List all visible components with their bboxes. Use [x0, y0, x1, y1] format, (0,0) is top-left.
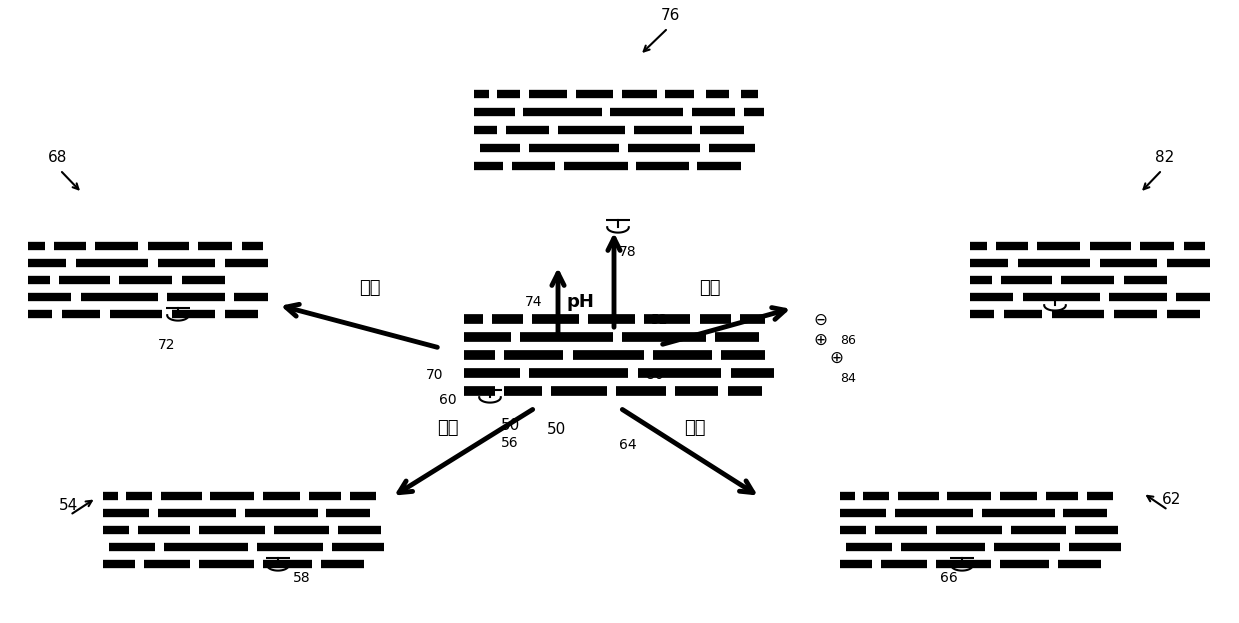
Text: 64: 64: [620, 438, 637, 452]
Text: 80: 80: [647, 368, 664, 382]
Text: 54: 54: [58, 498, 78, 513]
Text: ⊖: ⊖: [813, 311, 826, 329]
Text: 溶剂: 溶剂: [437, 419, 458, 437]
Text: 50: 50: [546, 422, 566, 437]
Text: 58: 58: [294, 571, 311, 585]
Text: 70: 70: [426, 368, 444, 382]
Text: 78: 78: [620, 245, 637, 259]
Text: pH: pH: [566, 293, 593, 311]
Text: 62: 62: [1162, 493, 1182, 508]
Text: 56: 56: [502, 436, 519, 450]
Text: 温度: 温度: [684, 419, 706, 437]
Text: 52: 52: [652, 313, 669, 327]
Text: 离子: 离子: [699, 279, 721, 297]
Text: 84: 84: [840, 371, 856, 384]
Text: 试剂: 试剂: [359, 279, 380, 297]
Text: 76: 76: [660, 7, 680, 22]
Text: 68: 68: [48, 150, 68, 164]
Text: ⊕: ⊕: [813, 331, 826, 349]
Text: 66: 66: [940, 571, 958, 585]
Text: 86: 86: [840, 333, 856, 346]
Text: 72: 72: [159, 338, 176, 352]
Text: ⊕: ⊕: [829, 349, 843, 367]
Text: 74: 74: [525, 295, 543, 309]
Text: 60: 60: [439, 393, 457, 407]
Text: 50: 50: [501, 417, 519, 432]
Text: 82: 82: [1156, 150, 1175, 164]
